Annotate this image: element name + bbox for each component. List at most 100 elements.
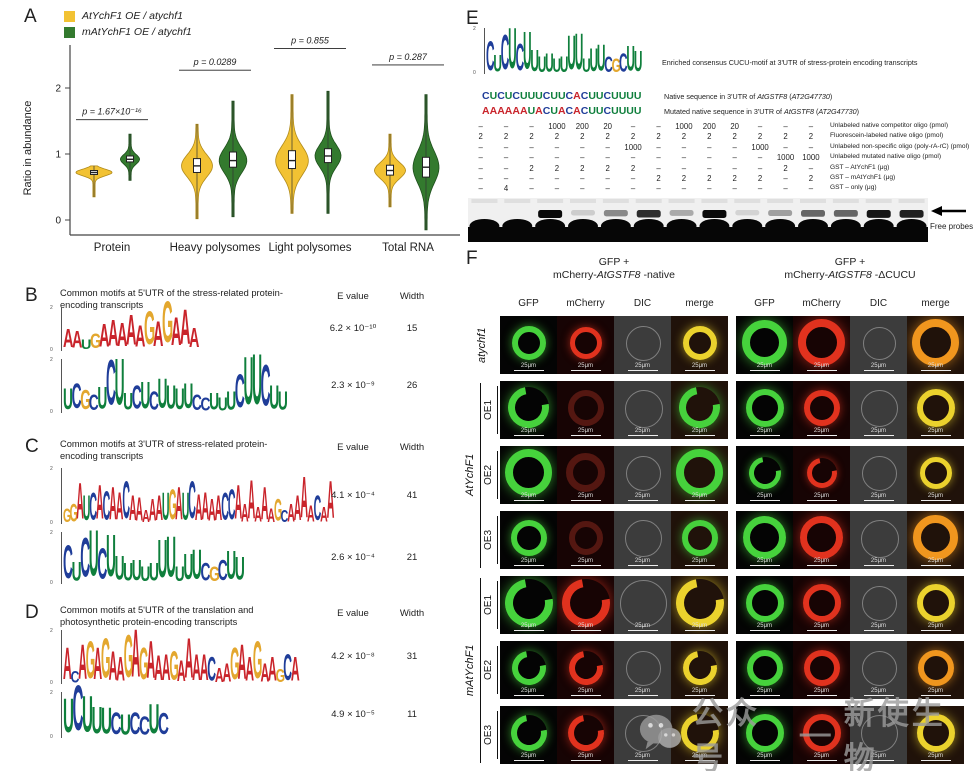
assay-value: – bbox=[580, 142, 585, 152]
panel-a: A AtYchF1 OE / atychf1 mAtYchF1 OE / atyc… bbox=[0, 0, 462, 275]
micrograph-cell: 25μm bbox=[557, 511, 614, 569]
logo-letter: U bbox=[140, 375, 151, 417]
logo-letter: C bbox=[283, 645, 292, 689]
sequence-letter: A bbox=[504, 105, 513, 117]
logo-letter: U bbox=[493, 49, 502, 78]
micrograph-cell: 25μm bbox=[500, 381, 557, 439]
logo-letter: C bbox=[70, 666, 80, 687]
logo-letter: A bbox=[254, 503, 262, 528]
fluorescence-signal-red bbox=[800, 451, 843, 494]
scale-bar-line bbox=[863, 499, 894, 501]
mutated-sequence-gene: AtGSTF8 bbox=[784, 106, 815, 116]
arrow-head bbox=[931, 206, 942, 216]
assay-value: 200 bbox=[702, 122, 716, 131]
row-group-label-atychf1: AtYchF1 bbox=[464, 453, 476, 497]
scale-bar-line bbox=[513, 499, 544, 501]
scale-bar-line bbox=[806, 499, 837, 501]
box bbox=[288, 150, 296, 170]
logo-letter: A bbox=[234, 476, 243, 533]
fluorescence-signal-yellow bbox=[675, 643, 724, 692]
micrograph-cell: 25μm bbox=[671, 641, 728, 699]
micrograph-cell: 25μm bbox=[671, 706, 728, 764]
logo-letter: A bbox=[241, 499, 249, 529]
assay-row-label: Unlabeled native competitor oligo (pmol) bbox=[830, 122, 949, 129]
cell-outline-dic bbox=[861, 715, 898, 753]
logo-letter: C bbox=[280, 507, 289, 527]
logo-letter: U bbox=[545, 47, 554, 78]
scale-bar-label: 25μm bbox=[756, 492, 773, 499]
mutated-sequence-paren-close: ) bbox=[856, 106, 860, 116]
scale-bar-label: 25μm bbox=[634, 362, 651, 369]
cell-outline-dic bbox=[626, 456, 661, 492]
sequence-letter: C bbox=[580, 90, 589, 102]
scale-bar: 25μm bbox=[749, 362, 780, 371]
sequence-letter: U bbox=[611, 90, 619, 102]
assay-value: 2 bbox=[630, 132, 636, 142]
logo-letter: A bbox=[146, 630, 156, 691]
logo-letter: C bbox=[72, 675, 84, 748]
logo-letter: U bbox=[552, 54, 562, 77]
fluorescence-signal-red bbox=[802, 713, 841, 752]
assay-value: – bbox=[707, 184, 712, 194]
scale-bar-line bbox=[684, 434, 715, 436]
scale-bar-line bbox=[570, 759, 601, 761]
scale-bar-label: 25μm bbox=[520, 557, 537, 564]
assay-value: – bbox=[503, 153, 509, 163]
scale-bar: 25μm bbox=[920, 558, 951, 566]
assay-value: – bbox=[630, 153, 636, 163]
scale-bar-label: 25μm bbox=[870, 752, 887, 759]
evalue-column-header: E value bbox=[337, 291, 369, 302]
sequence-letter: U bbox=[588, 105, 596, 117]
logo-letter: A bbox=[189, 323, 200, 355]
legend-entry: AtYchF1 OE / atychf1 bbox=[64, 10, 192, 22]
panel-c: C Common motifs at 3'UTR of stress-relate… bbox=[25, 434, 457, 600]
fluorescence-signal-green bbox=[743, 516, 786, 560]
micrograph-cell: 25μm bbox=[500, 446, 557, 504]
logo-letter: A bbox=[161, 645, 171, 689]
scale-bar-line bbox=[920, 694, 951, 696]
assay-value: 2 bbox=[783, 163, 788, 173]
logo-axis-bottom-label: 0 bbox=[50, 409, 53, 415]
channel-header-gfp: GFP bbox=[518, 298, 539, 309]
scale-bar-label: 25μm bbox=[870, 622, 887, 629]
scale-bar-label: 25μm bbox=[756, 557, 773, 564]
scale-bar-line bbox=[570, 434, 601, 436]
scale-bar: 25μm bbox=[570, 623, 601, 631]
logo-letter: U bbox=[174, 383, 185, 416]
scale-bar-label: 25μm bbox=[756, 362, 773, 369]
micrograph-cell: 25μm bbox=[850, 446, 907, 504]
violin-svg: 0 1 2 Ratio in abundance Protein Heavy polyso… bbox=[22, 35, 460, 254]
native-sequence-accession: AT2G47730 bbox=[791, 91, 830, 101]
micrograph-cell: 25μm bbox=[557, 641, 614, 699]
gel-well bbox=[668, 199, 695, 203]
sequence-letter: U bbox=[550, 90, 558, 102]
logo-letter: C bbox=[217, 555, 228, 587]
logo-letter: U bbox=[63, 691, 74, 745]
watermark: 公众号 — 新使生物 bbox=[638, 688, 974, 771]
logo-letter: A bbox=[171, 311, 182, 356]
scale-bar-line bbox=[749, 629, 780, 631]
violin-plot: 0 1 2 Ratio in abundance Protein Heavy polyso… bbox=[15, 33, 462, 280]
scale-bar: 25μm bbox=[920, 363, 951, 371]
scale-bar-line bbox=[684, 369, 715, 371]
scale-bar: 25μm bbox=[749, 492, 780, 501]
gel-well bbox=[635, 199, 662, 203]
logo-letter: C bbox=[80, 528, 91, 590]
legend-swatch bbox=[64, 10, 75, 22]
gel-well bbox=[471, 199, 498, 203]
logo-letter: U bbox=[626, 37, 635, 80]
scale-bar: 25μm bbox=[684, 558, 715, 566]
sequence-letter: A bbox=[482, 105, 490, 117]
logo-letter: A bbox=[117, 317, 128, 356]
shifted-band bbox=[538, 210, 563, 218]
scale-bar-line bbox=[513, 564, 544, 566]
logo-letter: G bbox=[168, 482, 177, 532]
scale-bar-line bbox=[627, 759, 658, 761]
logo-letter: G bbox=[274, 493, 283, 530]
micrograph-cell: 25μm bbox=[907, 641, 964, 699]
legend-entry: mAtYchF1 OE / atychf1 bbox=[64, 26, 192, 38]
logo-letter: U bbox=[522, 19, 532, 82]
